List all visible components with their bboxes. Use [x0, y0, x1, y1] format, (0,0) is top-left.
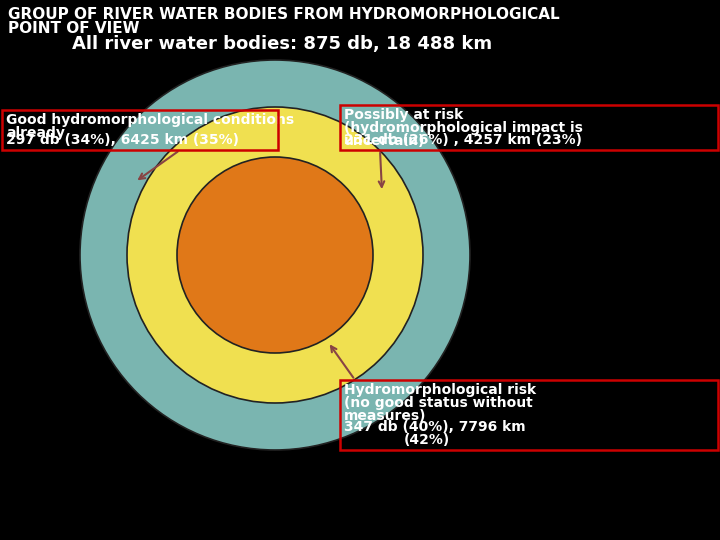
- Text: (hydromorphological impact is: (hydromorphological impact is: [344, 121, 583, 135]
- Text: (42%): (42%): [404, 433, 450, 447]
- Bar: [340, 105, 718, 150]
- Text: POINT OF VIEW: POINT OF VIEW: [8, 21, 140, 36]
- Text: Good hydromorphological conditions: Good hydromorphological conditions: [6, 113, 294, 127]
- Text: GROUP OF RIVER WATER BODIES FROM HYDROMORPHOLOGICAL: GROUP OF RIVER WATER BODIES FROM HYDROMO…: [8, 7, 559, 22]
- Text: already: already: [6, 126, 65, 140]
- Text: 297 db (34%), 6425 km (35%): 297 db (34%), 6425 km (35%): [6, 133, 239, 147]
- Text: Possibly at risk: Possibly at risk: [344, 108, 463, 122]
- Text: measures): measures): [344, 409, 426, 423]
- Text: 231 db (26%) , 4257 km (23%): 231 db (26%) , 4257 km (23%): [344, 133, 582, 147]
- Text: All river water bodies: 875 db, 18 488 km: All river water bodies: 875 db, 18 488 k…: [72, 35, 492, 53]
- Text: Hydromorphological risk: Hydromorphological risk: [344, 383, 536, 397]
- Circle shape: [127, 107, 423, 403]
- Text: (no good status without: (no good status without: [344, 396, 533, 410]
- Text: 347 db (40%), 7796 km: 347 db (40%), 7796 km: [344, 420, 526, 434]
- Bar: [2, 110, 278, 150]
- Bar: [340, 380, 718, 450]
- Text: uncertain): uncertain): [344, 134, 426, 148]
- Circle shape: [177, 157, 373, 353]
- Circle shape: [80, 60, 470, 450]
